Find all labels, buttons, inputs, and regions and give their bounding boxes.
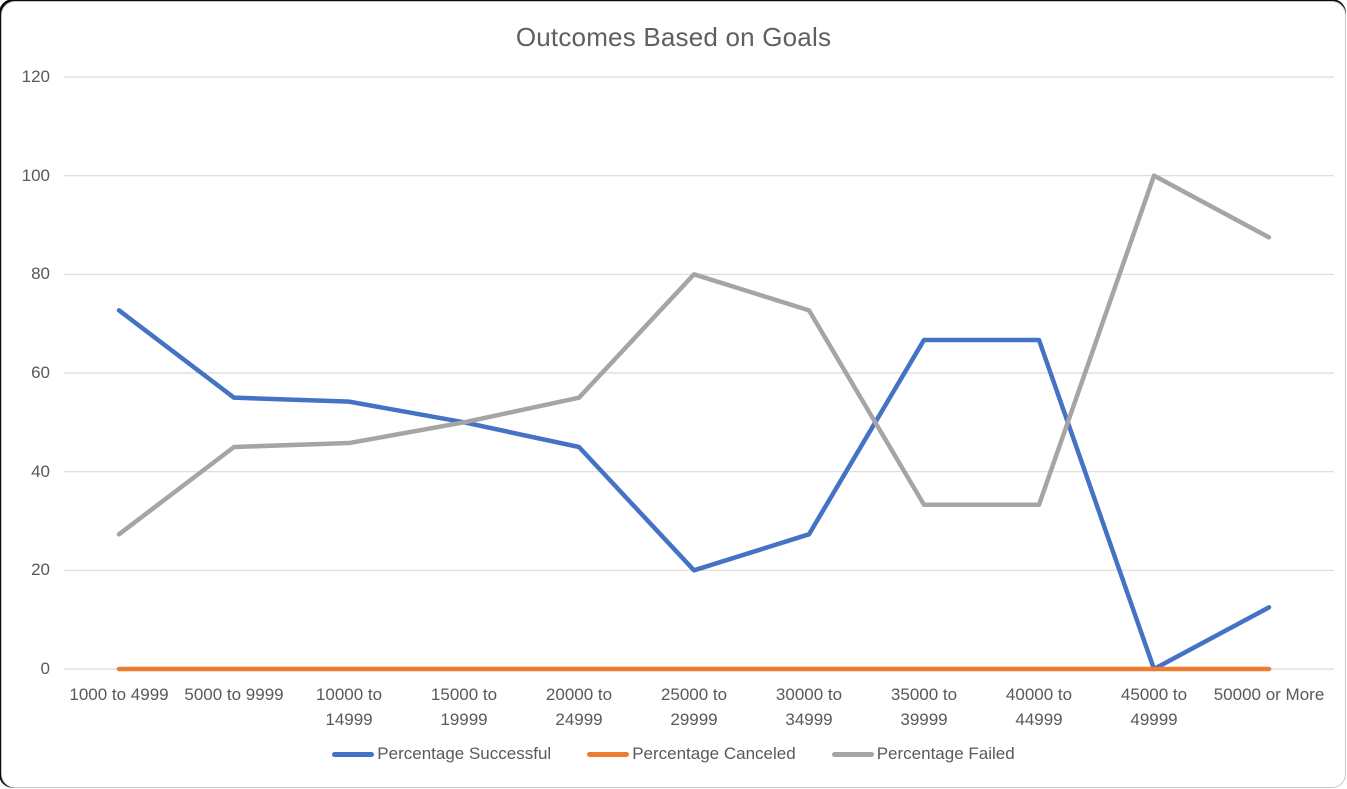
series-line-percentage-successful	[116, 308, 1272, 672]
y-axis-tick-label: 100	[21, 165, 50, 185]
legend-label: Percentage Successful	[377, 744, 552, 763]
legend-item-percentage-canceled: Percentage Canceled	[587, 744, 796, 764]
y-axis-tick-label: 0	[40, 659, 50, 678]
x-axis-tick-label: 10000 to 14999	[315, 685, 383, 729]
legend-line-swatch	[332, 751, 375, 757]
x-axis-tick-label: 20000 to 24999	[545, 685, 613, 729]
x-axis-tick-label: 40000 to 44999	[1005, 685, 1073, 729]
y-axis-tick-label: 60	[31, 363, 50, 382]
legend-line-swatch	[831, 751, 874, 757]
x-axis-tick-label: 5000 to 9999	[184, 685, 284, 704]
x-axis-tick-label: 1000 to 4999	[69, 685, 169, 704]
legend-line-swatch	[587, 751, 630, 757]
legend-label: Percentage Canceled	[632, 744, 796, 763]
x-axis-tick-label: 35000 to 39999	[890, 685, 958, 729]
x-axis-tick-label: 45000 to 49999	[1120, 685, 1188, 729]
legend-label: Percentage Failed	[876, 744, 1015, 763]
legend-item-percentage-failed: Percentage Failed	[831, 744, 1015, 764]
legend: Percentage Successful Percentage Canceled…	[2, 744, 1345, 764]
series-line-percentage-failed	[116, 173, 1272, 537]
x-axis-tick-label: 25000 to 29999	[660, 685, 728, 729]
chart-title: Outcomes Based on Goals	[515, 22, 832, 52]
legend-item-percentage-successful: Percentage Successful	[332, 744, 551, 764]
y-axis-tick-label: 80	[31, 264, 50, 284]
y-axis-tick-label: 120	[21, 67, 50, 86]
x-axis-tick-label: 30000 to 34999	[775, 685, 843, 729]
y-axis-tick-label: 20	[31, 560, 50, 580]
y-axis-tick-label: 40	[31, 461, 50, 481]
x-axis-tick-label: 15000 to 19999	[430, 685, 498, 729]
x-axis-tick-label: 50000 or More	[1213, 685, 1325, 704]
